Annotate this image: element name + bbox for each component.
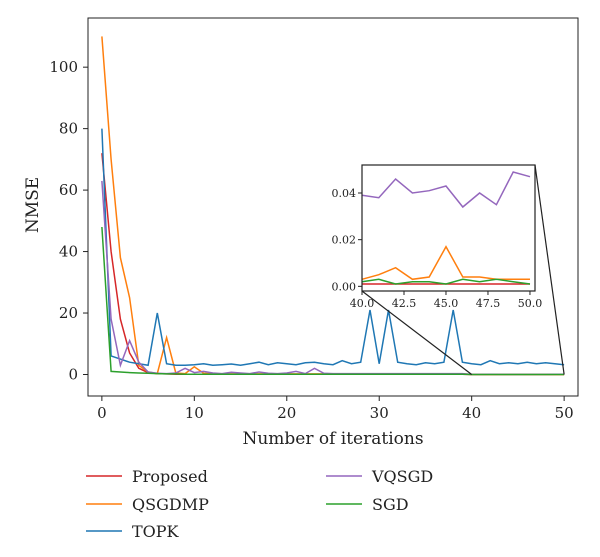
- legend: Proposed QSGDMP TOPK VQSGD SGD: [86, 467, 433, 541]
- legend-label-topk: TOPK: [132, 522, 180, 541]
- series-line-topk: [101, 128, 565, 367]
- inset-x-tick-label: 50.0: [518, 297, 543, 310]
- main-axes: 0 10 20 30 40 50 0 20 40 60 80 100: [49, 17, 579, 422]
- zoom-connector-left: [361, 290, 473, 375]
- x-tick-label: 20: [277, 404, 296, 422]
- y-tick-label: 60: [59, 181, 78, 199]
- x-axis-label: Number of iterations: [242, 429, 423, 449]
- inset-plot-area: [361, 165, 535, 291]
- x-tick-label: 30: [370, 404, 389, 422]
- inset-x-tick-label: 42.5: [392, 297, 417, 310]
- inset-x-tick-label: 45.0: [434, 297, 459, 310]
- legend-label-qsgdmp: QSGDMP: [132, 495, 209, 514]
- inset-background: [362, 165, 535, 291]
- inset-y-tick-label: 0.00: [332, 280, 357, 293]
- y-tick-label: 80: [59, 120, 78, 138]
- y-tick-label: 20: [59, 304, 78, 322]
- series-line-sgd: [101, 226, 565, 376]
- inset-x-tick-label: 47.5: [476, 297, 501, 310]
- inset-axes: 40.0 42.5 45.0 47.5 50.0 0.00 0.02 0.04: [332, 164, 543, 310]
- inset-series-line-qsgdmp: [361, 245, 530, 281]
- x-tick-label: 50: [555, 404, 574, 422]
- y-tick-label: 100: [49, 58, 78, 76]
- y-axis-label: NMSE: [23, 177, 43, 233]
- y-tick-label: 40: [59, 243, 78, 261]
- zoom-connector-lines: [361, 164, 565, 375]
- x-tick-label: 10: [185, 404, 204, 422]
- legend-label-vqsgd: VQSGD: [371, 467, 433, 486]
- main-plot-frame: [87, 17, 579, 397]
- inset-y-tick-label: 0.02: [332, 234, 357, 247]
- inset-y-tick-label: 0.04: [332, 187, 357, 200]
- zoom-connector-right: [534, 164, 565, 375]
- legend-label-sgd: SGD: [372, 495, 409, 514]
- inset-frame: [361, 164, 536, 292]
- main-plot-area: [101, 36, 565, 376]
- inset-series-line-sgd: [361, 278, 531, 285]
- inset-series-line-vqsgd: [361, 171, 531, 209]
- x-tick-label: 0: [97, 404, 107, 422]
- legend-label-proposed: Proposed: [132, 467, 208, 486]
- inset-x-tick-label: 40.0: [350, 297, 375, 310]
- x-tick-label: 40: [462, 404, 481, 422]
- y-tick-label: 0: [68, 365, 78, 383]
